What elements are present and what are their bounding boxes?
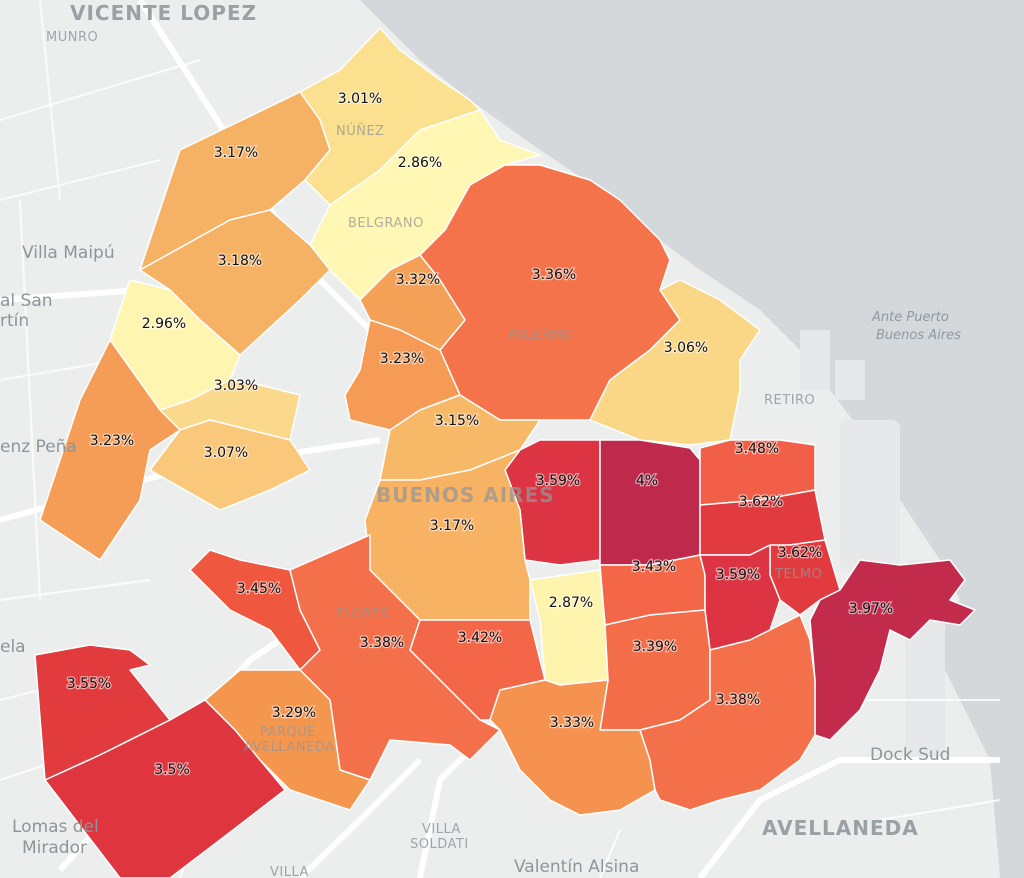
value-label-balvanera: 4% [636, 473, 658, 489]
value-label-saavedra: 3.17% [214, 145, 258, 161]
value-label-nueva-pompeya: 3.33% [550, 715, 594, 731]
place-label-pena: enz Peña [0, 437, 77, 457]
value-label-monserrat: 3.62% [739, 494, 783, 510]
value-label-san-cristobal: 3.43% [632, 559, 676, 575]
value-label-san-nicolas: 3.48% [735, 441, 779, 457]
place-label-ante-puerto-2: Buenos Aires [876, 328, 961, 343]
place-label-belgrano: BELGRANO [348, 216, 424, 231]
value-label-villa-pueyrredon: 2.96% [142, 316, 186, 332]
place-label-munro: MUNRO [46, 30, 99, 45]
minor-roads [0, 0, 1001, 878]
place-label-valentin-alsina: Valentín Alsina [514, 857, 640, 877]
value-label-villa-del-parque: 3.07% [204, 445, 248, 461]
region-villa-del-parque[interactable] [149, 419, 311, 511]
place-label-parque-2: AVELLANEDA [244, 740, 335, 755]
value-label-floresta: 3.45% [237, 581, 281, 597]
place-label-ante-puerto-1: Ante Puerto [872, 310, 949, 325]
value-label-agronomia: 3.03% [214, 378, 258, 394]
value-label-villa-crespo: 3.15% [435, 413, 479, 429]
place-label-villa-soldati-1: VILLA [422, 822, 461, 837]
value-label-mataderos: 3.5% [154, 762, 190, 778]
value-label-liniers: 3.55% [67, 676, 111, 692]
region-barracas[interactable] [639, 614, 816, 811]
place-label-lomas-1: Lomas del [12, 817, 99, 837]
region-villa-devoto[interactable] [39, 339, 181, 561]
value-label-san-telmo: 3.62% [778, 545, 822, 561]
region-balvanera[interactable] [599, 439, 701, 566]
value-labels: 3.01% 3.17% 2.86% 3.18% 3.36% 3.32% 2.96… [66, 90, 895, 780]
region-retiro[interactable] [589, 279, 761, 446]
place-label-vicente-lopez: VICENTE LOPEZ [70, 1, 258, 25]
place-label-parque-1: PARQUE [260, 725, 316, 740]
river-water [360, 0, 1024, 878]
value-label-palermo: 3.36% [532, 267, 576, 283]
place-label-avellaneda: AVELLANEDA [762, 816, 919, 840]
place-label-dock-sud: Dock Sud [870, 745, 951, 765]
value-label-parque-chacabuco: 3.42% [458, 630, 502, 646]
place-label-palermo: PALERMO [508, 328, 574, 343]
place-label-san-martin-2: rtín [0, 311, 30, 331]
value-label-parque-patricios: 3.39% [633, 639, 677, 655]
place-label-ela: ela [0, 637, 26, 657]
place-label-villa-soldati-2: SOLDATI [410, 837, 469, 852]
place-label-flores: FLORES [336, 607, 389, 622]
value-label-villa-devoto: 3.23% [90, 433, 134, 449]
value-label-villa-urquiza: 3.18% [218, 253, 262, 269]
place-label-buenos-aires: BUENOS AIRES [376, 483, 555, 507]
value-label-barracas: 3.38% [716, 692, 760, 708]
place-label-san-martin-1: al San [0, 291, 53, 311]
place-label-nunez: NÚÑEZ [336, 124, 385, 139]
value-label-nunez: 3.01% [338, 91, 382, 107]
value-label-colegiales: 3.32% [396, 272, 440, 288]
value-label-constitucion: 3.59% [716, 567, 760, 583]
value-label-belgrano: 2.86% [398, 155, 442, 171]
value-label-puerto-madero: 3.97% [849, 601, 893, 617]
place-label-san-telmo: TELMO [775, 567, 823, 582]
place-label-villa-maipu: Villa Maipú [22, 243, 115, 263]
value-label-parque-avellaneda: 3.29% [272, 705, 316, 721]
value-label-boedo: 2.87% [549, 595, 593, 611]
value-label-caballito: 3.17% [430, 518, 474, 534]
place-label-lomas-2: Mirador [22, 838, 87, 858]
place-label-villa-bottom: VILLA [270, 865, 309, 878]
region-mataderos[interactable] [44, 699, 286, 878]
value-label-flores: 3.38% [360, 635, 404, 651]
barrio-regions [34, 27, 976, 878]
place-label-retiro: RETIRO [764, 393, 816, 408]
value-label-recoleta: 3.59% [536, 473, 580, 489]
value-label-chacarita: 3.23% [380, 351, 424, 367]
value-label-retiro: 3.06% [664, 340, 708, 356]
region-flores[interactable] [289, 534, 501, 781]
